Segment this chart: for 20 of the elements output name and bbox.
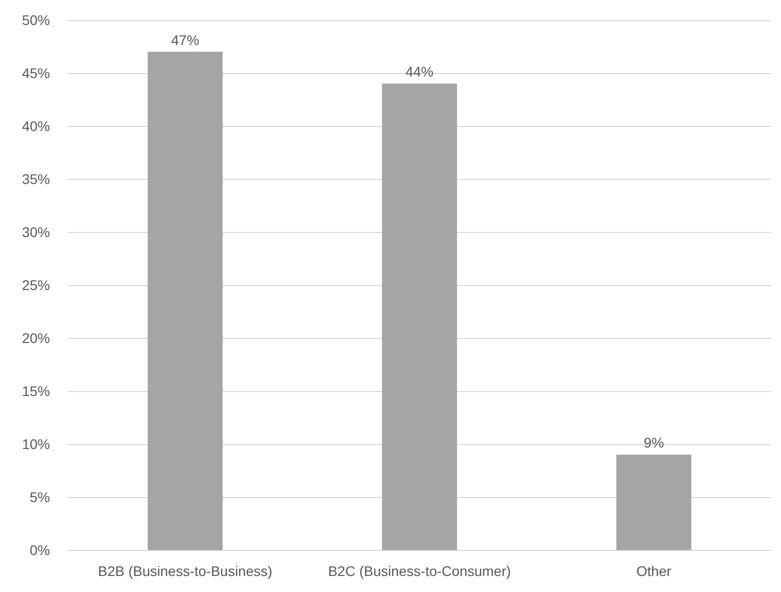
- y-tick-label: 45%: [22, 65, 50, 81]
- x-tick-label: B2C (Business-to-Consumer): [328, 563, 511, 579]
- data-label: 47%: [171, 32, 200, 48]
- y-tick-label: 5%: [30, 489, 50, 505]
- y-tick-label: 35%: [22, 171, 50, 187]
- x-tick-label: Other: [636, 563, 672, 579]
- y-tick-label: 50%: [22, 12, 50, 28]
- y-tick-label: 0%: [30, 542, 50, 558]
- data-label: 44%: [405, 64, 434, 80]
- data-label: 9%: [644, 434, 664, 451]
- bar: [148, 52, 223, 550]
- y-tick-label: 10%: [22, 436, 50, 452]
- y-tick-label: 30%: [22, 224, 50, 240]
- bar: [616, 454, 692, 550]
- x-tick-label: B2B (Business-to-Business): [98, 563, 272, 579]
- y-tick-label: 15%: [22, 383, 50, 399]
- y-tick-label: 20%: [22, 330, 50, 346]
- y-tick-label: 25%: [22, 277, 50, 293]
- y-tick-label: 40%: [22, 118, 50, 134]
- bar: [382, 84, 457, 550]
